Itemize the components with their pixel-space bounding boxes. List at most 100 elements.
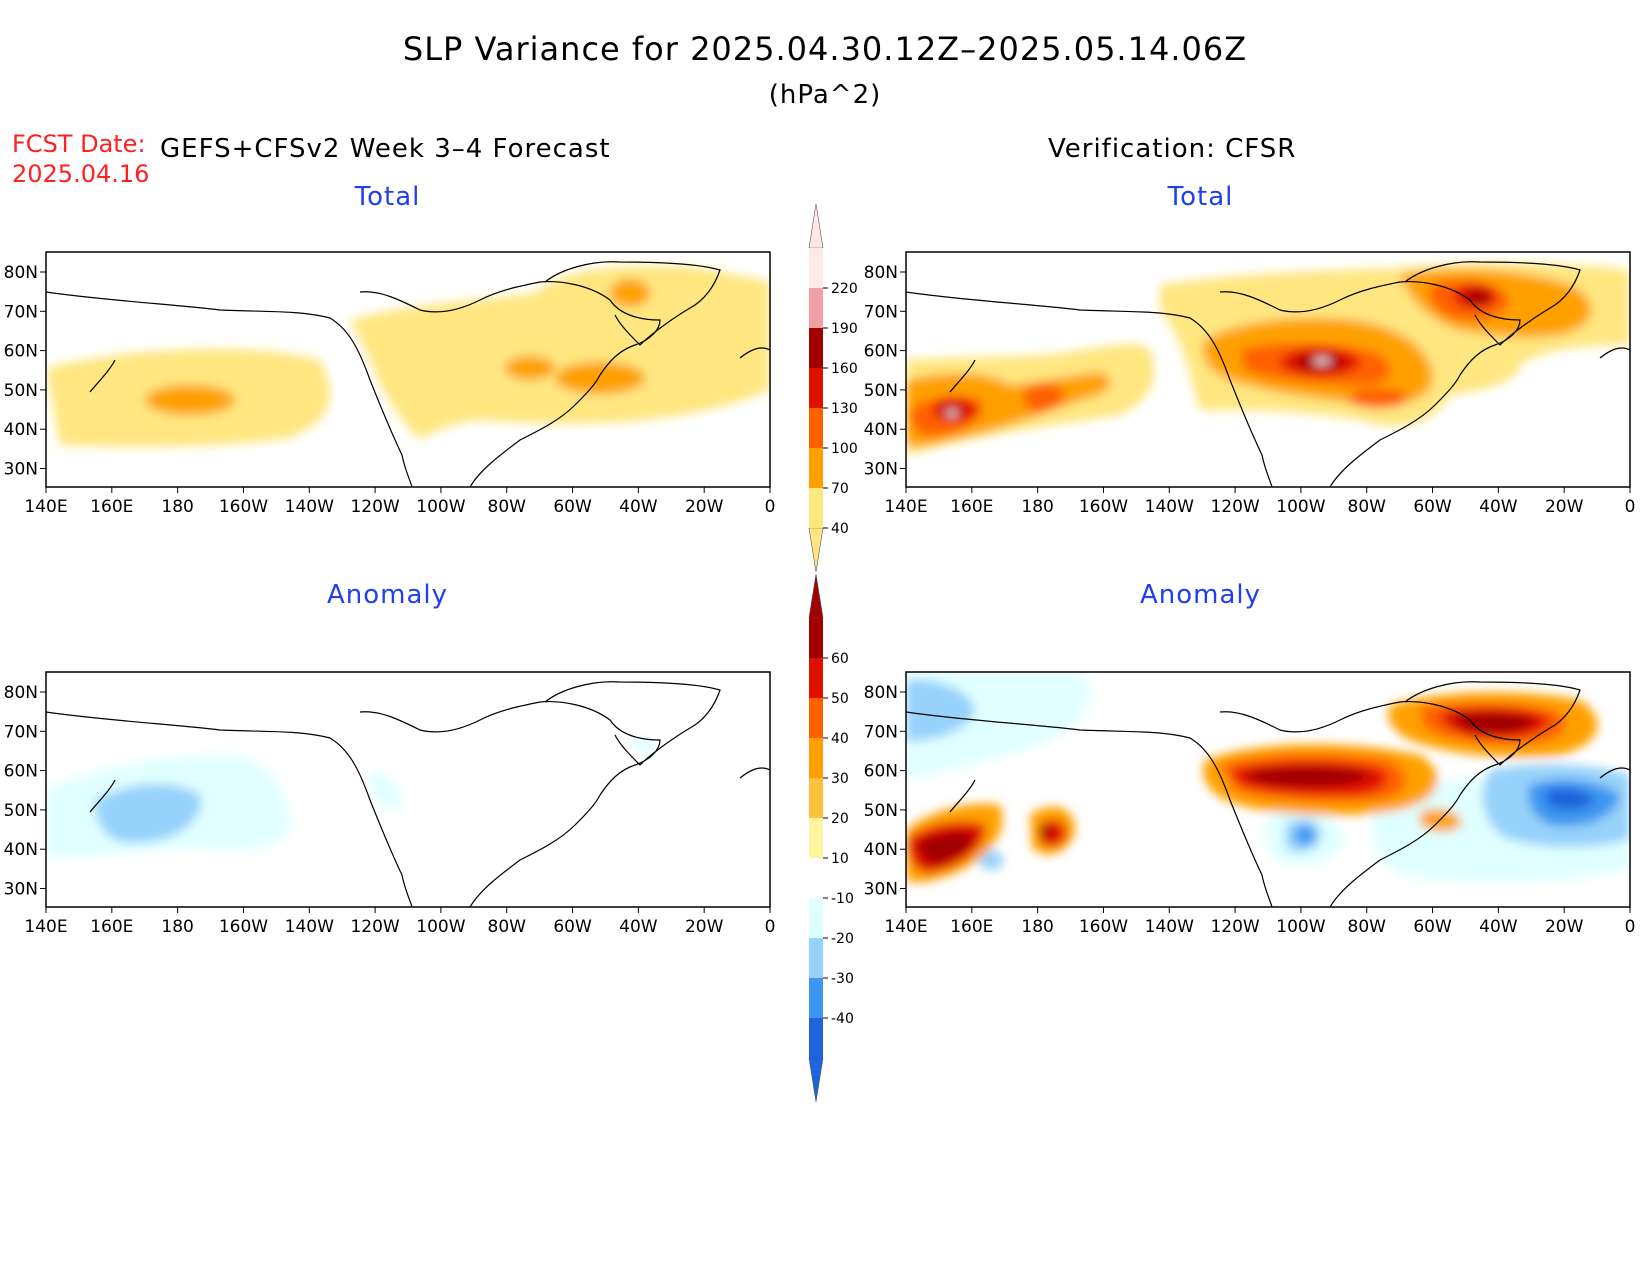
fcst-total-lon-label: 60W xyxy=(553,497,592,517)
verif-total-lon-label: 100W xyxy=(1276,497,1325,517)
verif-total-title: Total xyxy=(1167,182,1234,212)
fcst-total-lat-label: 70N xyxy=(4,302,38,322)
main-title: SLP Variance for 2025.04.30.12Z–2025.05.… xyxy=(402,30,1248,68)
fcst-anomaly-lon-label: 180 xyxy=(161,917,193,937)
verif-total-lat-label: 40N xyxy=(864,420,898,440)
verif-total-lon-label: 140W xyxy=(1145,497,1194,517)
total-colorbar-tick-label: 40 xyxy=(831,521,849,537)
units-label: (hPa^2) xyxy=(768,80,882,110)
anomaly-colorbar-swatch xyxy=(809,898,823,938)
verif-anomaly-lon-label: 20W xyxy=(1545,917,1584,937)
verif-anomaly-lon-label: 140E xyxy=(884,917,927,937)
total-colorbar-cap-bottom xyxy=(808,527,824,573)
total-colorbar-tick-label: 70 xyxy=(831,481,849,497)
anomaly-colorbar-tick-label: -40 xyxy=(831,1011,854,1027)
fcst-total-lon-label: 0 xyxy=(765,497,776,517)
total-colorbar-swatch xyxy=(809,368,823,408)
verif-anomaly-lat-label: 80N xyxy=(864,683,898,703)
anomaly-colorbar-swatch xyxy=(808,857,824,899)
fcst-anomaly-lat-label: 40N xyxy=(4,840,38,860)
total-colorbar-swatch xyxy=(809,408,823,448)
verif-total-lat-label: 80N xyxy=(864,263,898,283)
verif-anomaly-lat-label: 60N xyxy=(864,762,898,782)
fcst-total-lat-label: 30N xyxy=(4,460,38,480)
verif-total-lon-label: 20W xyxy=(1545,497,1584,517)
fcst-total-lon-label: 140E xyxy=(24,497,67,517)
fcst-anomaly-lat-label: 60N xyxy=(4,762,38,782)
fcst-anomaly-lon-label: 80W xyxy=(488,917,527,937)
fcst-anomaly-frame xyxy=(45,671,771,908)
total-colorbar-tick-label: 190 xyxy=(831,321,858,337)
verif-anomaly-lon-label: 120W xyxy=(1210,917,1259,937)
fcst-anomaly-lat-label: 70N xyxy=(4,722,38,742)
anomaly-colorbar-tick-label: -20 xyxy=(831,931,854,947)
verif-total-shading xyxy=(906,262,1630,455)
anomaly-colorbar-tick-label: 20 xyxy=(831,811,849,827)
verif-anomaly-lat-label: 40N xyxy=(864,840,898,860)
anomaly-colorbar-cap-bottom xyxy=(808,1057,824,1103)
fcst-total-lon-label: 180 xyxy=(161,497,193,517)
fcst-anomaly-coastlines xyxy=(46,681,770,907)
fcst-anomaly-lon-label: 20W xyxy=(685,917,724,937)
verif-anomaly-lat-label: 30N xyxy=(864,880,898,900)
total-colorbar-cap-top xyxy=(808,203,824,249)
fcst-anomaly-lon-label: 140E xyxy=(24,917,67,937)
fcst-anomaly-lon-label: 60W xyxy=(553,917,592,937)
fcst-total-lon-label: 100W xyxy=(416,497,465,517)
fcst-total-lat-label: 80N xyxy=(4,263,38,283)
fcst-anomaly-lat-label: 50N xyxy=(4,801,38,821)
total-colorbar-swatch xyxy=(809,248,823,288)
fcst-anomaly-lon-label: 160W xyxy=(219,917,268,937)
verif-anomaly-lat-label: 50N xyxy=(864,801,898,821)
fcst-total-frame xyxy=(45,251,771,488)
anomaly-colorbar-swatch xyxy=(809,658,823,698)
fcst-anomaly-map xyxy=(46,681,770,907)
total-colorbar-swatch xyxy=(809,328,823,368)
fcst-total-lon-label: 120W xyxy=(350,497,399,517)
anomaly-colorbar-tick-label: -10 xyxy=(831,891,854,907)
verif-anomaly-lon-label: 80W xyxy=(1348,917,1387,937)
verif-total-lon-label: 40W xyxy=(1479,497,1518,517)
fcst-date-label: FCST Date: xyxy=(12,130,146,158)
fcst-total-lon-label: 20W xyxy=(685,497,724,517)
anomaly-colorbar-swatch xyxy=(809,938,823,978)
anomaly-colorbar-swatch xyxy=(809,698,823,738)
total-colorbar-tick-label: 160 xyxy=(831,361,858,377)
fcst-total-title: Total xyxy=(354,182,421,212)
verif-anomaly-lon-label: 40W xyxy=(1479,917,1518,937)
fcst-total-lon-label: 80W xyxy=(488,497,527,517)
anomaly-colorbar-swatch xyxy=(809,818,823,858)
anomaly-colorbar-tick-label: 60 xyxy=(831,651,849,667)
fcst-total-lon-label: 140W xyxy=(285,497,334,517)
verif-anomaly-lat-label: 70N xyxy=(864,722,898,742)
total-colorbar-tick-label: 130 xyxy=(831,401,858,417)
verif-anomaly-lon-label: 0 xyxy=(1625,917,1636,937)
fcst-anomaly-title: Anomaly xyxy=(326,580,449,610)
verification-heading: Verification: CFSR xyxy=(1048,134,1297,164)
verif-total-frame xyxy=(905,251,1631,488)
verif-total-lon-label: 140E xyxy=(884,497,927,517)
fcst-total-coastlines xyxy=(46,261,770,487)
anomaly-colorbar-swatch xyxy=(809,1018,823,1058)
verif-anomaly-lon-label: 160W xyxy=(1079,917,1128,937)
verif-total-map xyxy=(906,261,1630,487)
verif-anomaly-frame xyxy=(905,671,1631,908)
verif-anomaly-coastlines xyxy=(906,681,1630,907)
verif-anomaly-shading xyxy=(906,672,1630,883)
fcst-anomaly-lon-label: 160E xyxy=(90,917,133,937)
total-colorbar-tick-label: 100 xyxy=(831,441,858,457)
verif-total-lon-label: 0 xyxy=(1625,497,1636,517)
verif-anomaly-lon-label: 140W xyxy=(1145,917,1194,937)
verif-anomaly-title: Anomaly xyxy=(1139,580,1262,610)
fcst-anomaly-lat-label: 80N xyxy=(4,683,38,703)
anomaly-colorbar-swatch xyxy=(809,778,823,818)
fcst-anomaly-lat-label: 30N xyxy=(4,880,38,900)
fcst-total-lat-label: 50N xyxy=(4,381,38,401)
forecast-heading: GEFS+CFSv2 Week 3–4 Forecast xyxy=(160,134,611,164)
anomaly-colorbar-cap-top xyxy=(808,573,824,619)
anomaly-colorbar-tick-label: 30 xyxy=(831,771,849,787)
anomaly-colorbar-swatch xyxy=(809,978,823,1018)
verif-total-lat-label: 60N xyxy=(864,342,898,362)
fcst-anomaly-lon-label: 120W xyxy=(350,917,399,937)
